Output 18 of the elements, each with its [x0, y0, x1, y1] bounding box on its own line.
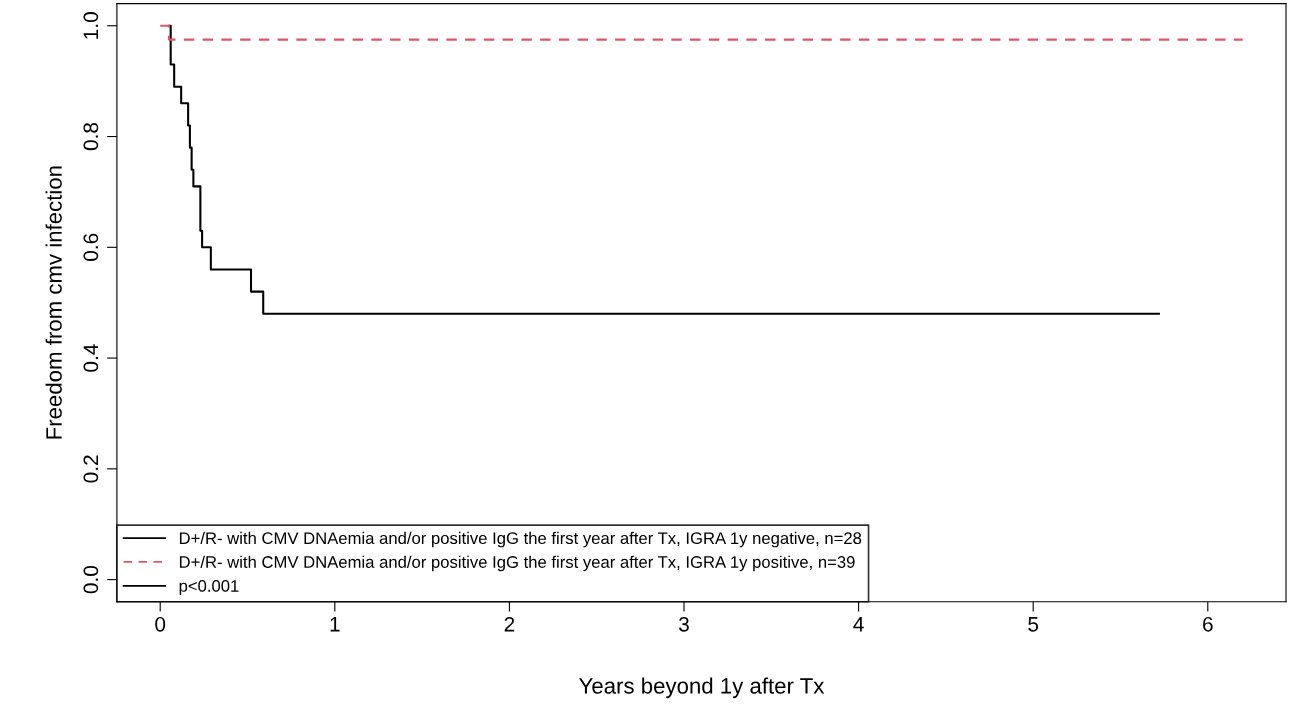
y-tick-label: 0.4	[83, 344, 99, 372]
x-tick-label: 0	[155, 616, 166, 632]
x-tick-label: 5	[1028, 617, 1039, 632]
x-axis-title: Years beyond 1y after Tx	[579, 677, 825, 699]
annotation: p<0.001	[179, 579, 239, 596]
legend-label: D+/R- with CMV DNAemia and/or positive IgG the first year after Tx, IGRA 1y negative, n=28	[179, 531, 862, 548]
x-tick-label: 3	[679, 616, 689, 632]
x-tick-label: 2	[504, 616, 515, 632]
y-tick-label: 1.0	[83, 12, 99, 39]
y-tick-label: 0.2	[83, 455, 99, 483]
x-tick-label: 4	[853, 617, 864, 632]
x-tick-label: 6	[1203, 616, 1213, 632]
y-tick-label: 0.8	[83, 122, 99, 151]
y-tick-label: 0.0	[83, 565, 99, 594]
y-tick-label: 0.6	[83, 233, 99, 261]
legend-label: D+/R- with CMV DNAemia and/or positive IgG the first year after Tx, IGRA 1y positive, n=39	[179, 555, 855, 572]
y-axis-title: Freedom from cmv infection	[45, 166, 62, 439]
x-tick-label: 1	[330, 617, 340, 632]
